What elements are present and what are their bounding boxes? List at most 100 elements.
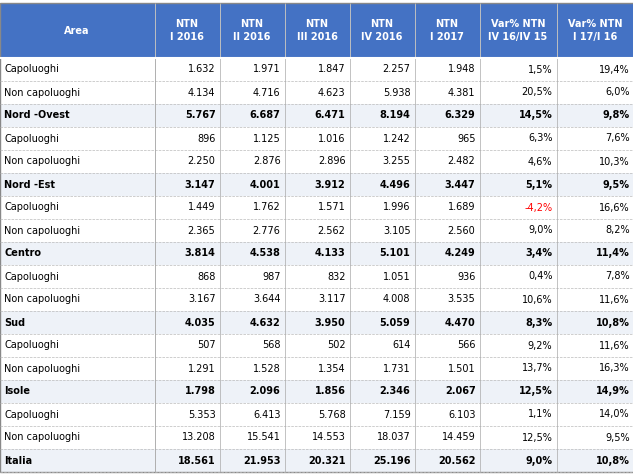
Bar [0, 219, 633, 242]
Bar [154, 3, 220, 58]
Text: 614: 614 [392, 341, 410, 351]
Text: 1.689: 1.689 [448, 202, 475, 212]
Text: 987: 987 [262, 272, 280, 282]
Text: 14.553: 14.553 [311, 433, 346, 443]
Text: 4.538: 4.538 [249, 248, 280, 258]
Text: Capoluoghi: Capoluoghi [4, 272, 60, 282]
Text: 11,6%: 11,6% [599, 294, 629, 304]
Text: 3.447: 3.447 [445, 180, 475, 190]
Text: 3.105: 3.105 [383, 226, 410, 236]
Text: 4.632: 4.632 [250, 317, 280, 327]
Text: 4.035: 4.035 [185, 317, 215, 327]
Text: 3.950: 3.950 [315, 317, 346, 327]
Text: 1.762: 1.762 [253, 202, 280, 212]
Bar [0, 196, 633, 219]
Text: 3.117: 3.117 [318, 294, 346, 304]
Bar [0, 403, 633, 426]
Bar [220, 3, 284, 58]
Bar [0, 3, 154, 58]
Text: 3.167: 3.167 [188, 294, 215, 304]
Text: Centro: Centro [4, 248, 42, 258]
Text: 9,5%: 9,5% [603, 180, 629, 190]
Text: 4.470: 4.470 [445, 317, 475, 327]
Text: 14,5%: 14,5% [519, 111, 553, 121]
Text: 5,1%: 5,1% [525, 180, 553, 190]
Text: 7,8%: 7,8% [605, 272, 629, 282]
Text: 936: 936 [457, 272, 475, 282]
Text: Sud: Sud [4, 317, 25, 327]
Text: 5.938: 5.938 [383, 87, 410, 97]
Text: 4.008: 4.008 [383, 294, 410, 304]
Text: 4,6%: 4,6% [528, 156, 553, 167]
Text: 4.249: 4.249 [445, 248, 475, 258]
Text: -4,2%: -4,2% [524, 202, 553, 212]
Text: 8.194: 8.194 [380, 111, 410, 121]
Text: Nord -Est: Nord -Est [4, 180, 56, 190]
Text: 2.365: 2.365 [188, 226, 215, 236]
Text: 1,5%: 1,5% [528, 65, 553, 75]
Text: 21.953: 21.953 [243, 456, 280, 466]
Text: 2.250: 2.250 [187, 156, 215, 167]
Bar [0, 150, 633, 173]
Text: 3.912: 3.912 [315, 180, 346, 190]
Text: Var% NTN
IV 16/IV 15: Var% NTN IV 16/IV 15 [489, 19, 548, 42]
Text: 965: 965 [457, 133, 475, 143]
Bar [0, 58, 633, 81]
Text: 3,4%: 3,4% [525, 248, 553, 258]
Text: 1.528: 1.528 [253, 363, 280, 373]
Text: Capoluoghi: Capoluoghi [4, 202, 60, 212]
Text: NTN
II 2016: NTN II 2016 [234, 19, 271, 42]
Text: 4.623: 4.623 [318, 87, 346, 97]
Text: 2.562: 2.562 [318, 226, 346, 236]
Text: 1.242: 1.242 [383, 133, 410, 143]
Text: 10,6%: 10,6% [522, 294, 553, 304]
Text: 10,8%: 10,8% [596, 317, 629, 327]
Text: 1.571: 1.571 [318, 202, 346, 212]
Text: 3.814: 3.814 [185, 248, 215, 258]
Text: 18.037: 18.037 [377, 433, 410, 443]
Text: 20,5%: 20,5% [522, 87, 553, 97]
Text: 5.767: 5.767 [185, 111, 215, 121]
Bar [0, 357, 633, 380]
Text: NTN
I 2017: NTN I 2017 [430, 19, 464, 42]
Text: 14,0%: 14,0% [599, 409, 629, 419]
Text: 6.471: 6.471 [315, 111, 346, 121]
Bar [0, 449, 633, 472]
Text: 9,0%: 9,0% [525, 456, 553, 466]
Bar [0, 81, 633, 104]
Text: 4.134: 4.134 [188, 87, 215, 97]
Text: 568: 568 [262, 341, 280, 351]
Text: 1.291: 1.291 [188, 363, 215, 373]
Text: Italia: Italia [4, 456, 33, 466]
Text: 5.101: 5.101 [380, 248, 410, 258]
Text: 1.449: 1.449 [188, 202, 215, 212]
Text: 5.768: 5.768 [318, 409, 346, 419]
Bar [349, 3, 415, 58]
Text: 1.798: 1.798 [185, 387, 215, 397]
Text: 11,4%: 11,4% [596, 248, 629, 258]
Text: 4.001: 4.001 [250, 180, 280, 190]
Text: 8,3%: 8,3% [525, 317, 553, 327]
Text: 6.103: 6.103 [448, 409, 475, 419]
Text: 3.147: 3.147 [185, 180, 215, 190]
Text: 0,4%: 0,4% [528, 272, 553, 282]
Text: Var% NTN
I 17/I 16: Var% NTN I 17/I 16 [568, 19, 622, 42]
Text: 13.208: 13.208 [182, 433, 215, 443]
Text: Capoluoghi: Capoluoghi [4, 341, 60, 351]
Bar [0, 288, 633, 311]
Text: 1.354: 1.354 [318, 363, 346, 373]
Text: 2.067: 2.067 [445, 387, 475, 397]
Text: 9,0%: 9,0% [528, 226, 553, 236]
Bar [0, 334, 633, 357]
Text: Non capoluoghi: Non capoluoghi [4, 294, 80, 304]
Bar [0, 104, 633, 127]
Text: 12,5%: 12,5% [522, 433, 553, 443]
Text: 6,3%: 6,3% [528, 133, 553, 143]
Text: 1.632: 1.632 [188, 65, 215, 75]
Text: Area: Area [65, 26, 90, 36]
Text: 16,3%: 16,3% [599, 363, 629, 373]
Text: 1.051: 1.051 [383, 272, 410, 282]
Text: 20.321: 20.321 [308, 456, 346, 466]
Bar [0, 173, 633, 196]
Text: 10,8%: 10,8% [596, 456, 629, 466]
